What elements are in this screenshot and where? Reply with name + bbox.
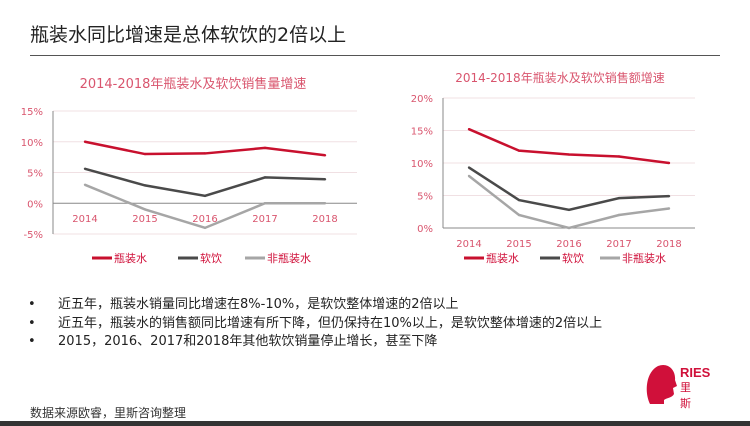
y-tick-label: 5% [417,192,433,203]
series-line-非瓶装水 [468,175,670,230]
data-point [83,183,87,186]
head-logo-icon [646,364,677,404]
title-divider [30,55,720,56]
data-point [323,202,327,205]
data-point [517,213,521,217]
data-point [617,155,621,158]
x-tick-label: 2014 [456,239,481,250]
data-point [467,174,471,178]
data-point [567,153,571,156]
data-point [517,149,521,152]
data-point [667,161,671,165]
x-tick-label: 2018 [656,239,681,250]
x-tick-label: 2015 [506,239,531,250]
y-tick-label: 0% [27,199,43,210]
data-point [567,226,571,230]
x-tick-label: 2014 [72,214,97,225]
chart-title: 2014-2018年瓶装水及软饮销售量增速 [80,76,307,92]
data-point [263,146,267,150]
data-point [617,196,621,200]
bullet-item: 2015，2016、2017和2018年其他软饮销量停止增长，甚至下降 [28,333,678,352]
y-tick-label: 15% [21,107,43,118]
data-point [667,207,671,210]
y-tick-label: 20% [411,94,433,105]
bullet-list: 近五年，瓶装水销量同比增速在8%-10%，是软饮整体增速的2倍以上 近五年，瓶装… [28,296,678,352]
data-point [83,140,87,143]
data-point [203,152,207,155]
data-point [323,154,327,157]
y-tick-label: 15% [411,127,433,138]
page-title: 瓶装水同比增速是总体软饮的2倍以上 [30,24,347,46]
y-tick-label: 10% [21,138,43,149]
data-point [567,208,571,211]
data-point [323,178,327,181]
data-point [203,194,207,198]
x-tick-label: 2015 [132,214,157,225]
x-tick-label: 2016 [556,239,581,250]
x-tick-label: 2018 [312,214,337,225]
footer-bar [0,421,750,426]
legend-label: 瓶装水 [486,251,519,265]
data-point [83,167,87,171]
x-tick-label: 2017 [606,239,631,250]
data-point [667,194,671,198]
legend-label: 非瓶装水 [622,251,666,265]
data-point [467,128,471,131]
legend-label: 软饮 [562,251,584,265]
data-point [203,226,207,230]
source-note: 数据来源欧睿，里斯咨询整理 [30,406,187,420]
legend-label: 瓶装水 [114,251,147,265]
data-point [143,208,147,211]
logo-text: RIES [680,365,711,380]
legend-label: 软饮 [200,251,222,265]
bullet-item: 近五年，瓶装水销量同比增速在8%-10%，是软饮整体增速的2倍以上 [28,296,678,315]
y-tick-label: 0% [417,224,433,235]
y-tick-label: 5% [27,169,43,180]
ries-logo: RIES 里斯 [642,362,710,410]
y-tick-label: -5% [24,230,43,241]
data-point [263,176,267,179]
logo-text-cn: 里斯 [680,381,691,410]
legend-label: 非瓶装水 [267,251,311,265]
bullet-item: 近五年，瓶装水的销售额同比增速有所下降，但仍保持在10%以上，是软饮整体增速的2… [28,315,678,334]
data-point [617,213,621,217]
series-line-软饮 [468,166,670,212]
data-point [467,166,471,169]
y-tick-label: 10% [411,159,433,170]
x-tick-label: 2016 [192,214,217,225]
data-point [517,198,521,202]
chart-title: 2014-2018年瓶装水及软饮销售额增速 [455,70,664,85]
data-point [143,184,147,187]
series-line-瓶装水 [468,128,670,165]
x-tick-label: 2017 [252,214,277,225]
data-point [143,152,147,156]
data-point [263,202,267,205]
